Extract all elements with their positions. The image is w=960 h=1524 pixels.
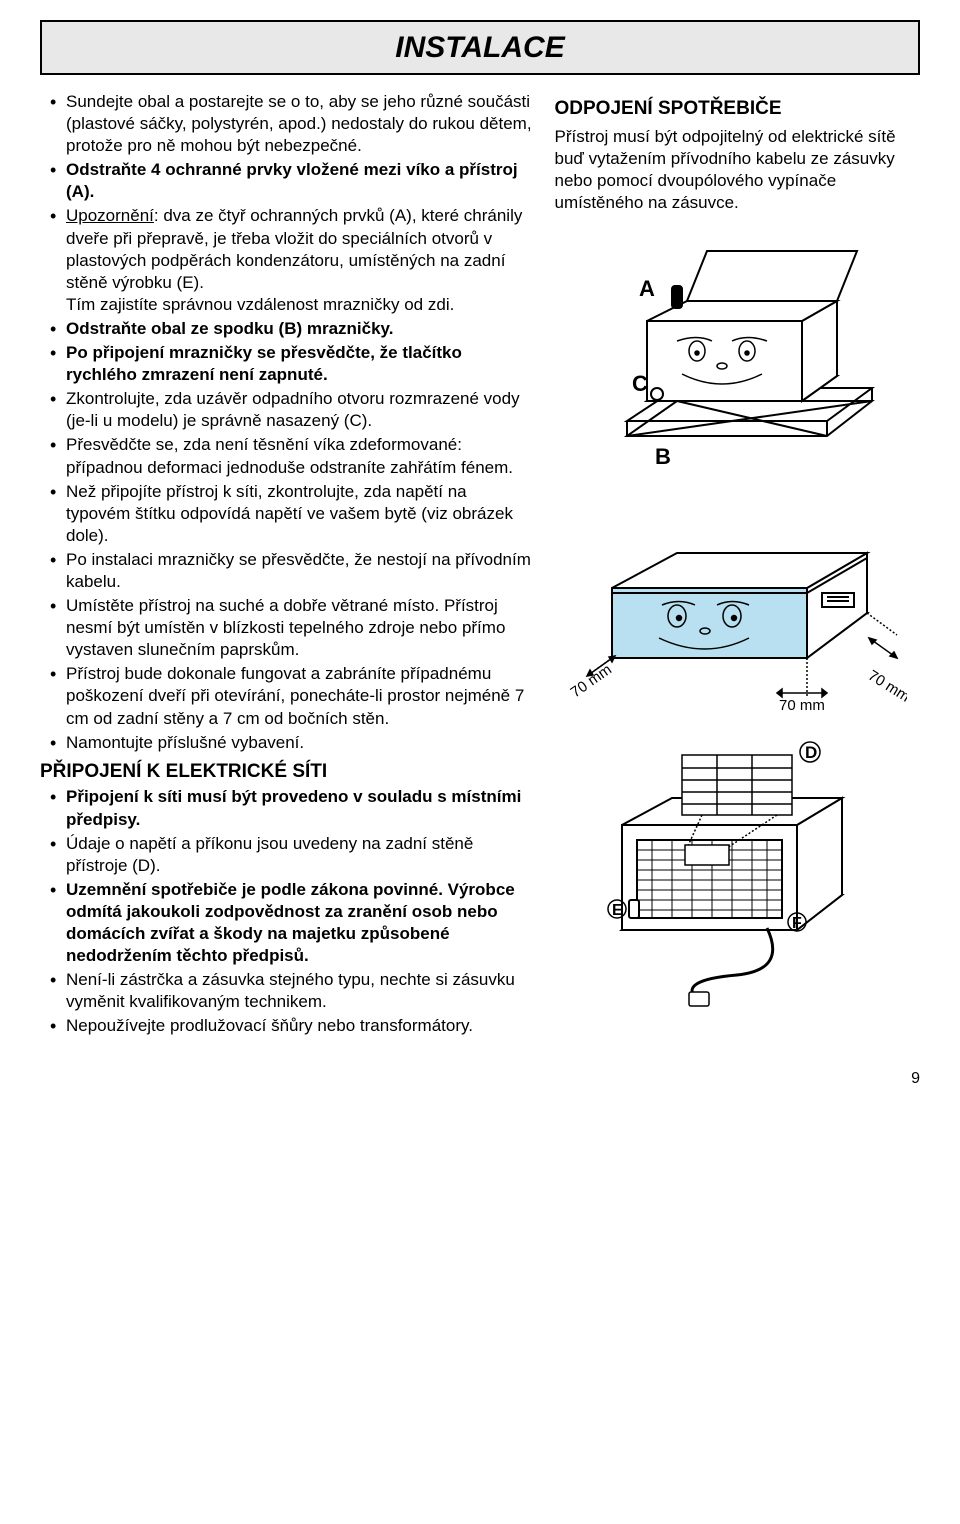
label-b: B [655,444,671,469]
bullet-item: Údaje o napětí a příkonu jsou uvedeny na… [54,833,535,877]
right-column: ODPOJENÍ SPOTŘEBIČE Přístroj musí být od… [555,91,921,1039]
bullet-item: Odstraňte 4 ochranné prvky vložené mezi … [54,159,535,203]
bullet-item: Upozornění: dva ze čtyř ochranných prvků… [54,205,535,315]
label-a: A [639,276,655,301]
title-bar: INSTALACE [40,20,920,75]
dim-left: 70 mm [568,661,615,701]
bullet-item: Než připojíte přístroj k síti, zkontrolu… [54,481,535,547]
diagram-rear: D E F [555,740,921,1010]
dim-right: 70 mm [865,667,907,706]
electrical-bullet-list: Připojení k síti musí být provedeno v so… [40,786,535,1037]
bullet-item: Uzemnění spotřebiče je podle zákona povi… [54,879,535,967]
label-f: F [792,915,802,932]
packaging-svg: A C B [577,226,897,486]
bullet-item: Přístroj bude dokonale fungovat a zabrán… [54,663,535,729]
disconnect-paragraph: Přístroj musí být odpojitelný od elektri… [555,126,921,214]
label-c: C [632,371,648,396]
label-d: D [805,743,817,762]
bullet-item: Umístěte přístroj na suché a dobře větra… [54,595,535,661]
diagram-packaging: A C B [555,226,921,486]
left-column: Sundejte obal a postarejte se o to, aby … [40,91,535,1039]
bullet-item: Namontujte příslušné vybavení. [54,732,535,754]
page-number: 9 [40,1069,920,1090]
dim-bottom: 70 mm [779,697,825,714]
bullet-item: Přesvědčte se, zda není těsnění víka zde… [54,434,535,478]
bullet-item: Po instalaci mrazničky se přesvědčte, že… [54,549,535,593]
disconnect-section-title: ODPOJENÍ SPOTŘEBIČE [555,97,921,122]
page-title: INSTALACE [42,28,918,67]
bullet-item: Po připojení mrazničky se přesvědčte, že… [54,342,535,386]
electrical-section-title: PŘIPOJENÍ K ELEKTRICKÉ SÍTI [40,760,535,785]
install-bullet-list: Sundejte obal a postarejte se o to, aby … [40,91,535,754]
diagram-clearance: 70 mm 70 mm 70 mm [555,498,921,728]
bullet-item: Zkontrolujte, zda uzávěr odpadního otvor… [54,388,535,432]
rear-svg: D E F [587,740,887,1010]
clearance-svg: 70 mm 70 mm 70 mm [567,498,907,728]
bullet-item: Odstraňte obal ze spodku (B) mrazničky. [54,318,535,340]
bullet-item: Sundejte obal a postarejte se o to, aby … [54,91,535,157]
bullet-item: Připojení k síti musí být provedeno v so… [54,786,535,830]
two-column-layout: Sundejte obal a postarejte se o to, aby … [40,91,920,1039]
bullet-item: Nepoužívejte prodlužovací šňůry nebo tra… [54,1015,535,1037]
bullet-item: Není-li zástrčka a zásuvka stejného typu… [54,969,535,1013]
